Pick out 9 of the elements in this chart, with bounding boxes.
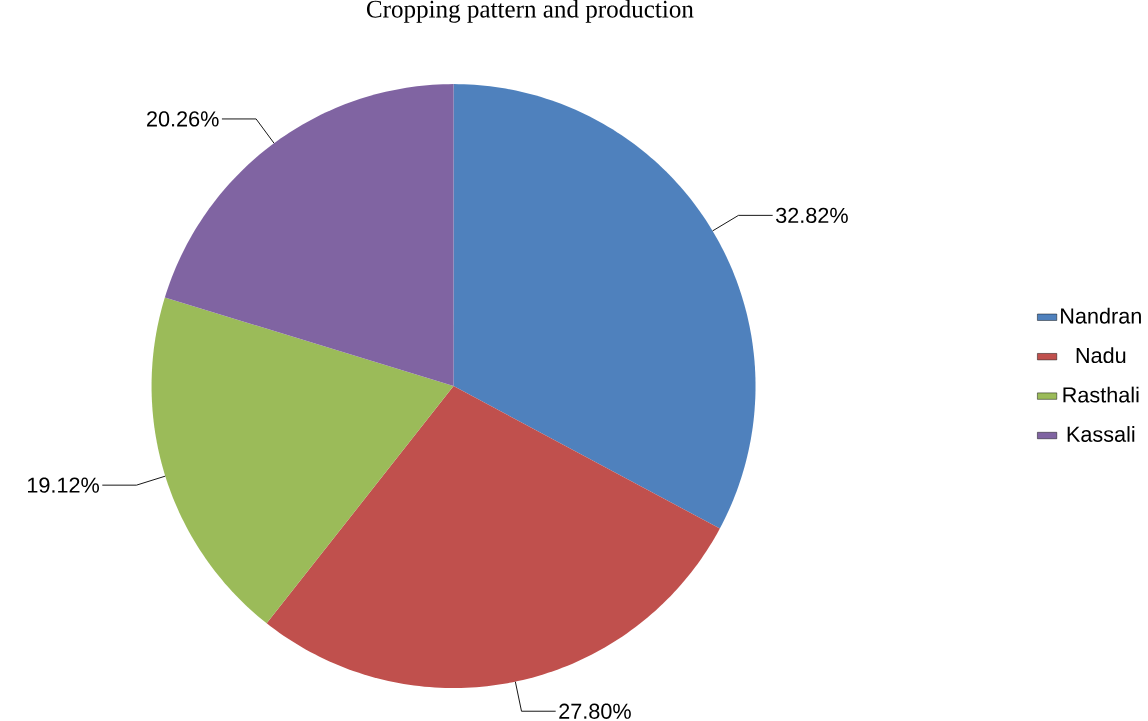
data-label: 32.82% bbox=[776, 207, 848, 223]
chart-title: Cropping pattern and production bbox=[366, 0, 694, 23]
data-label: 20.26% bbox=[147, 111, 219, 127]
data-label: 19.12% bbox=[28, 477, 99, 493]
legend-label: Nandran bbox=[1061, 307, 1141, 324]
legend-label: Nadu bbox=[1076, 347, 1126, 364]
data-label: 27.80% bbox=[559, 703, 631, 719]
legend-label: Kassali bbox=[1067, 425, 1135, 442]
legend-label: Rasthali bbox=[1063, 386, 1139, 403]
